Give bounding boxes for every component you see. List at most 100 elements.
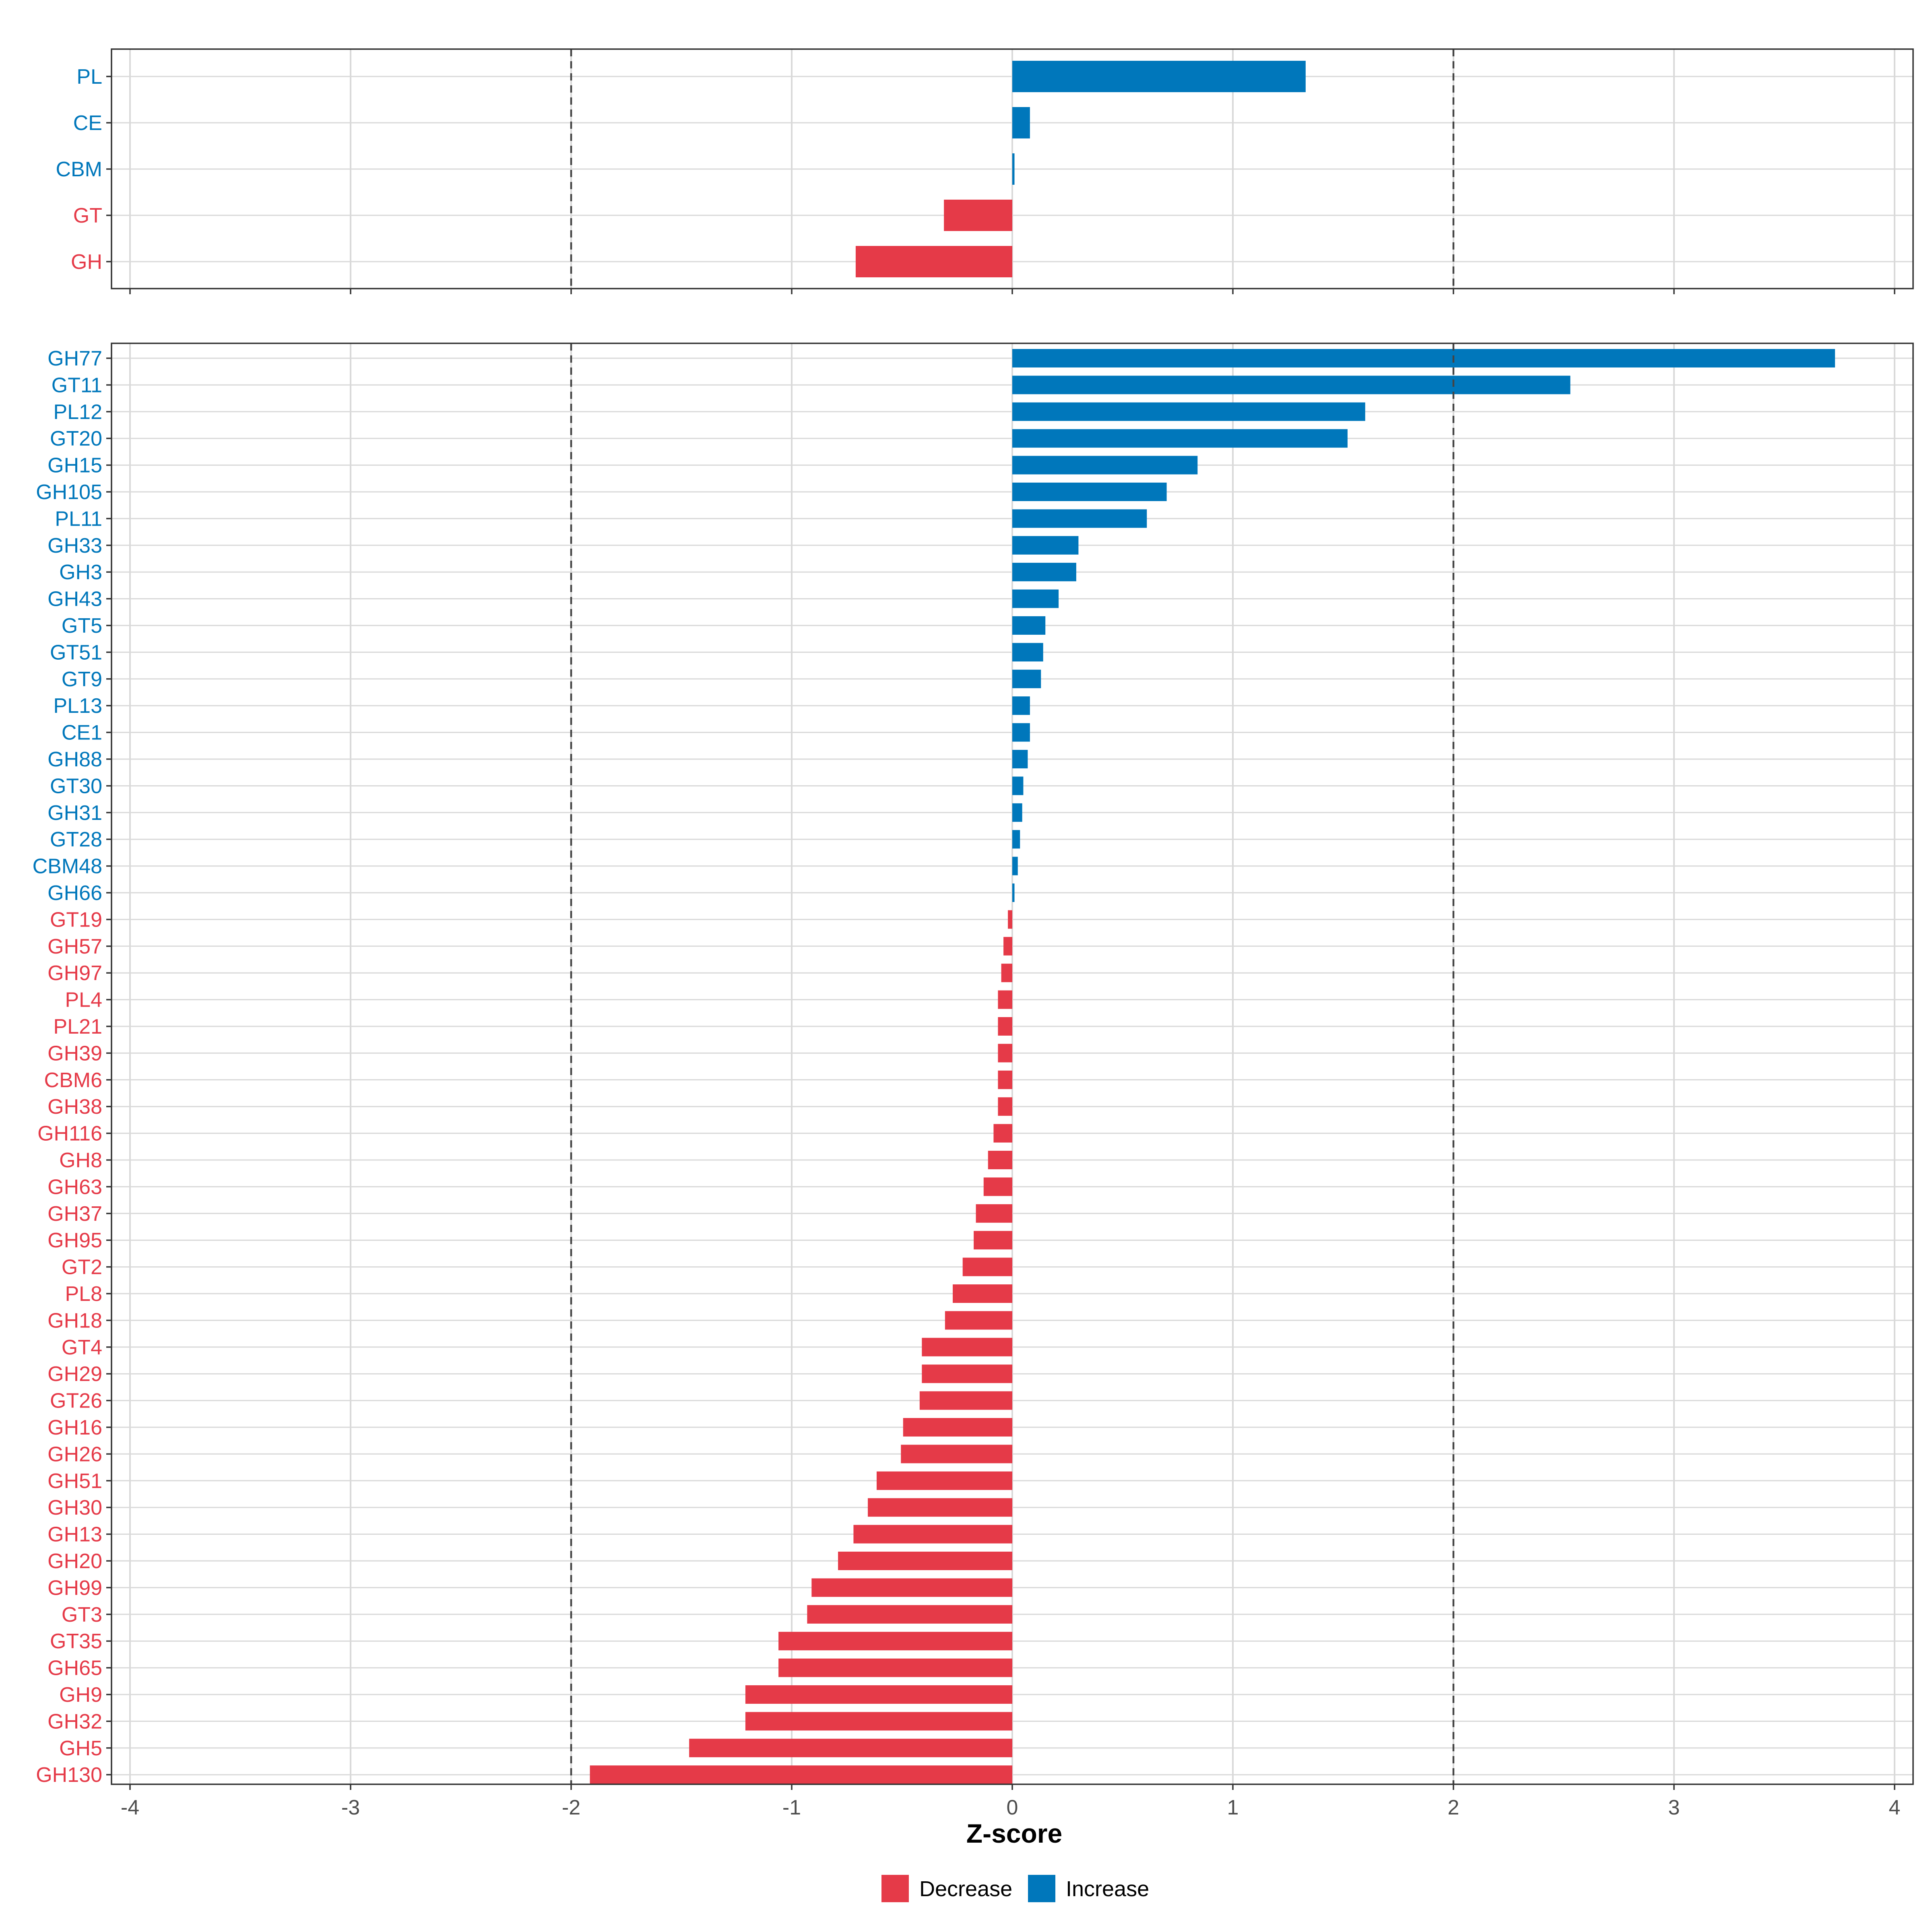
y-tick-label-gt: GT <box>73 204 102 227</box>
x-tick-label: 4 <box>1889 1796 1901 1819</box>
y-tick-label-gh57: GH57 <box>47 935 102 958</box>
bar-pl4 <box>998 990 1012 1009</box>
bar-pl12 <box>1012 402 1365 421</box>
bar-gh99 <box>811 1578 1012 1597</box>
y-tick-label-gh9: GH9 <box>59 1683 102 1707</box>
y-tick-label-pl21: PL21 <box>54 1015 102 1038</box>
y-tick-label-gh29: GH29 <box>47 1362 102 1386</box>
bar-gh9 <box>745 1685 1012 1704</box>
bar-gt28 <box>1012 830 1020 849</box>
bar-gt35 <box>778 1632 1012 1651</box>
bar-pl8 <box>953 1284 1012 1303</box>
bar-gt11 <box>1012 376 1571 394</box>
y-tick-label-pl11: PL11 <box>55 507 102 530</box>
y-tick-label-gh66: GH66 <box>47 881 102 905</box>
bar-ce <box>1012 107 1030 138</box>
bar-gh26 <box>901 1445 1012 1463</box>
x-tick-label: 3 <box>1668 1796 1680 1819</box>
x-tick-label: 1 <box>1227 1796 1239 1819</box>
y-tick-label-cbm: CBM <box>56 158 102 181</box>
bar-pl13 <box>1012 696 1030 715</box>
y-tick-label-gt26: GT26 <box>50 1389 102 1413</box>
bar-gh95 <box>974 1231 1012 1250</box>
bar-gh29 <box>922 1364 1012 1383</box>
x-tick-label: 0 <box>1007 1796 1018 1819</box>
bar-gt4 <box>922 1338 1012 1356</box>
bar-cbm48 <box>1012 857 1018 875</box>
bar-cbm6 <box>998 1070 1012 1089</box>
x-axis-title: Z-score <box>966 1818 1062 1848</box>
bar-gt20 <box>1012 429 1348 448</box>
legend-swatch-decrease <box>881 1875 909 1902</box>
y-tick-label-pl8: PL8 <box>65 1282 102 1306</box>
bar-gh15 <box>1012 456 1198 475</box>
y-tick-label-cbm48: CBM48 <box>33 855 102 878</box>
y-tick-label-gh130: GH130 <box>36 1763 102 1787</box>
y-tick-label-gh18: GH18 <box>47 1309 102 1332</box>
bar-gt19 <box>1008 910 1012 929</box>
bar-gh105 <box>1012 483 1167 501</box>
bar-gh30 <box>868 1498 1012 1517</box>
y-tick-label-gh37: GH37 <box>47 1202 102 1226</box>
bar-gt <box>944 200 1012 231</box>
y-tick-label-gh95: GH95 <box>47 1229 102 1252</box>
y-tick-label-gh8: GH8 <box>59 1149 102 1172</box>
y-tick-label-gt30: GT30 <box>50 774 102 798</box>
y-tick-label-gh38: GH38 <box>47 1095 102 1119</box>
bar-gh57 <box>1003 937 1012 956</box>
bar-gh20 <box>838 1552 1012 1570</box>
y-tick-label-gt3: GT3 <box>62 1603 102 1627</box>
y-tick-label-gt11: GT11 <box>52 374 102 397</box>
bar-pl11 <box>1012 509 1147 528</box>
bar-gh130 <box>590 1765 1012 1784</box>
y-tick-label-gh65: GH65 <box>47 1657 102 1680</box>
bar-cbm <box>1012 153 1015 185</box>
bar-pl21 <box>998 1017 1012 1036</box>
x-tick-label: 2 <box>1448 1796 1459 1819</box>
bar-gt5 <box>1012 616 1046 635</box>
bar-gh33 <box>1012 536 1079 555</box>
bar-ce1 <box>1012 723 1030 742</box>
y-tick-label-gh15: GH15 <box>47 454 102 477</box>
bar-gt26 <box>919 1391 1012 1410</box>
legend: Decrease Increase <box>881 1875 1149 1902</box>
bar-gh5 <box>689 1738 1012 1757</box>
bar-gh88 <box>1012 750 1028 768</box>
y-tick-label-gh51: GH51 <box>47 1470 102 1493</box>
bar-gh13 <box>853 1525 1012 1544</box>
bar-gt51 <box>1012 643 1043 662</box>
y-tick-label-gh20: GH20 <box>47 1550 102 1573</box>
bar-gh77 <box>1012 349 1835 367</box>
y-tick-label-gh3: GH3 <box>59 561 102 584</box>
x-axis: -4 -3 -2 -1 0 1 2 3 4 <box>121 1796 1901 1819</box>
y-tick-label-gh30: GH30 <box>47 1496 102 1519</box>
bar-gh51 <box>876 1471 1012 1490</box>
bar-gh39 <box>998 1044 1012 1063</box>
bar-gh65 <box>778 1658 1012 1677</box>
bottom-panel: GH77 GT11 PL12 GT20 GH15 GH105 PL11 GH33 GH3 GH43… <box>33 343 1914 1790</box>
bar-gh97 <box>1001 964 1012 983</box>
bar-gh63 <box>983 1177 1012 1196</box>
bar-gh16 <box>903 1418 1012 1437</box>
top-panel: PL CE CBM GT GH <box>56 48 1914 294</box>
bar-gh18 <box>945 1311 1012 1330</box>
bar-gh <box>855 246 1012 277</box>
y-tick-label-cbm6: CBM6 <box>44 1069 102 1092</box>
y-tick-label-gh16: GH16 <box>47 1416 102 1439</box>
bar-gt30 <box>1012 776 1024 795</box>
y-tick-label-gh33: GH33 <box>47 534 102 557</box>
y-tick-label-gh63: GH63 <box>47 1175 102 1199</box>
bar-gh37 <box>976 1204 1012 1223</box>
x-tick-label: -4 <box>121 1796 139 1819</box>
legend-label-increase: Increase <box>1066 1877 1149 1901</box>
y-tick-label-gh: GH <box>71 250 102 274</box>
y-tick-label-ce: CE <box>73 111 102 135</box>
y-tick-label-gt2: GT2 <box>62 1256 102 1279</box>
y-tick-label-gh77: GH77 <box>47 347 102 370</box>
y-tick-label-gh116: GH116 <box>37 1122 102 1146</box>
bar-gh38 <box>998 1097 1012 1116</box>
y-tick-label-gh105: GH105 <box>36 481 102 504</box>
legend-swatch-increase <box>1028 1875 1055 1902</box>
bar-gh32 <box>745 1712 1012 1731</box>
